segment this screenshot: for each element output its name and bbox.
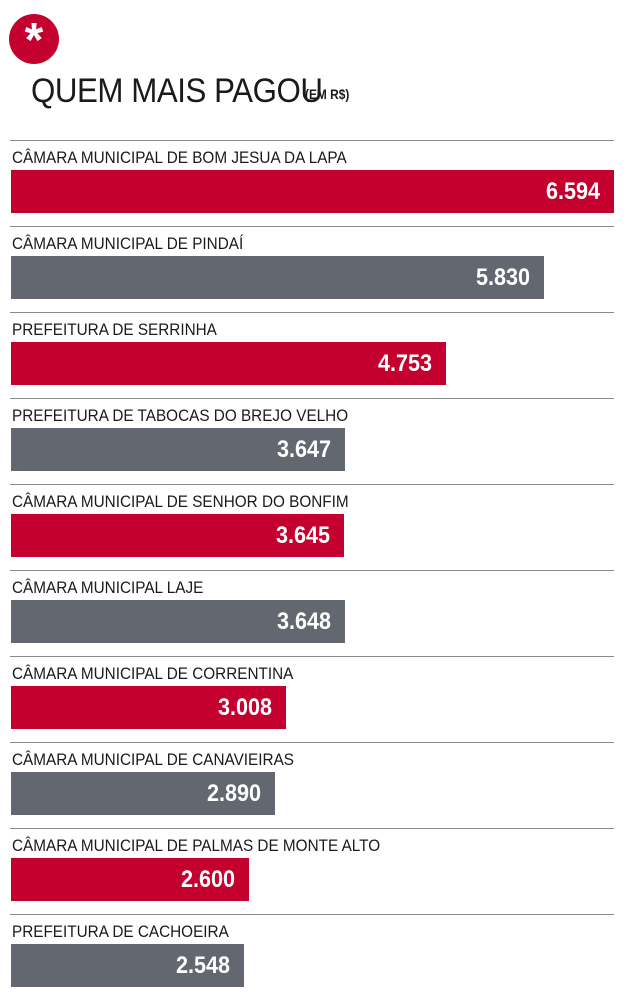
bar-value-label: 3.645	[275, 522, 330, 549]
bar-label: CÂMARA MUNICIPAL DE CANAVIEIRAS	[12, 750, 294, 769]
bar-label: PREFEITURA DE TABOCAS DO BREJO VELHO	[12, 406, 349, 425]
row-divider	[10, 398, 614, 399]
row-divider	[10, 226, 614, 227]
bar-label: CÂMARA MUNICIPAL DE PINDAÍ	[12, 234, 244, 253]
bar-label: CÂMARA MUNICIPAL DE CORRENTINA	[12, 664, 294, 683]
bar: 3.648	[11, 600, 345, 643]
asterisk-symbol: *	[24, 14, 44, 67]
bar: 6.594	[11, 170, 614, 213]
row-divider	[10, 140, 614, 141]
bar-value-label: 6.594	[545, 178, 600, 205]
bar-value-label: 2.600	[180, 866, 235, 893]
bar: 2.600	[11, 858, 249, 901]
bar: 4.753	[11, 342, 446, 385]
bar: 3.645	[11, 514, 344, 557]
row-divider	[10, 914, 614, 915]
chart-title: QUEM MAIS PAGOU	[31, 72, 323, 110]
bar-value-label: 2.890	[206, 780, 261, 807]
bar-label: CÂMARA MUNICIPAL DE SENHOR DO BONFIM	[12, 492, 349, 511]
row-divider	[10, 828, 614, 829]
bar-value-label: 4.753	[377, 350, 432, 377]
bar-label: CÂMARA MUNICIPAL DE BOM JESUA DA LAPA	[12, 148, 347, 167]
bar-label: CÂMARA MUNICIPAL DE PALMAS DE MONTE ALTO	[12, 836, 381, 855]
row-divider	[10, 742, 614, 743]
row-divider	[10, 484, 614, 485]
asterisk-badge-icon: *	[9, 14, 59, 67]
bar-value-label: 3.648	[276, 608, 331, 635]
bar: 5.830	[11, 256, 544, 299]
row-divider	[10, 312, 614, 313]
row-divider	[10, 570, 614, 571]
bar-value-label: 2.548	[175, 952, 230, 979]
bar-value-label: 3.647	[276, 436, 331, 463]
row-divider	[10, 656, 614, 657]
bar: 2.548	[11, 944, 244, 987]
bar-label: PREFEITURA DE CACHOEIRA	[12, 922, 229, 941]
bar-value-label: 5.830	[475, 264, 530, 291]
bar-label: CÂMARA MUNICIPAL LAJE	[12, 578, 204, 597]
chart-unit: (EM R$)	[305, 86, 350, 102]
bar: 2.890	[11, 772, 275, 815]
bar: 3.008	[11, 686, 286, 729]
bar-value-label: 3.008	[217, 694, 272, 721]
bar: 3.647	[11, 428, 345, 471]
bar-label: PREFEITURA DE SERRINHA	[12, 320, 217, 339]
